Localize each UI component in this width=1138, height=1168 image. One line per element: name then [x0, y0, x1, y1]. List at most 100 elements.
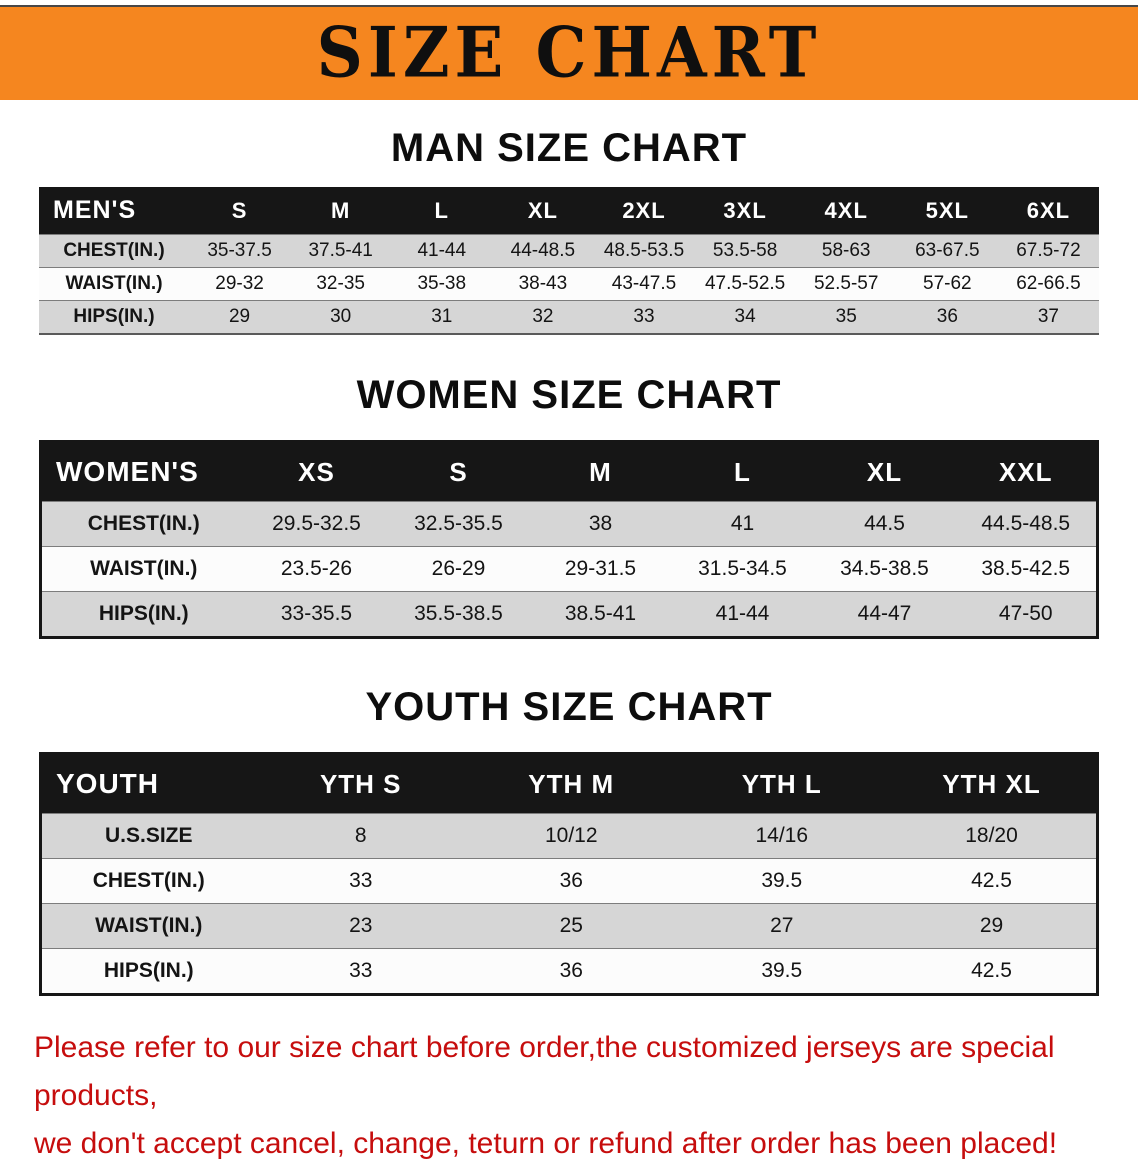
row-label-cell: CHEST(IN.)	[40, 858, 256, 904]
value-cell: 58-63	[795, 234, 897, 268]
row-label-cell: CHEST(IN.)	[39, 234, 189, 268]
women-size-table: WOMEN'S XS S M L XL XXL CHEST(IN.) 29.5-32.5 32.5…	[39, 440, 1099, 639]
disclaimer: Please refer to our size chart before or…	[34, 1024, 1120, 1168]
value-cell: 44.5-48.5	[955, 501, 1098, 547]
value-cell: 38	[529, 501, 672, 547]
table-row: WAIST(IN.) 23 25 27 29	[40, 903, 1098, 949]
value-cell: 29.5-32.5	[245, 501, 388, 547]
value-cell: 33	[255, 858, 466, 904]
value-cell: 34	[694, 300, 796, 334]
value-cell: 25	[466, 903, 677, 949]
value-cell: 29-32	[189, 267, 291, 301]
value-cell: 37.5-41	[290, 234, 392, 268]
value-cell: 42.5	[887, 858, 1098, 904]
table-row: CHEST(IN.) 35-37.5 37.5-41 41-44 44-48.5 48.5…	[39, 234, 1099, 268]
value-cell: 32-35	[290, 267, 392, 301]
value-cell: 39.5	[676, 858, 887, 904]
size-header-cell: YTH XL	[887, 753, 1098, 814]
value-cell: 33-35.5	[245, 591, 388, 638]
size-header-cell: S	[189, 187, 291, 235]
value-cell: 41-44	[391, 234, 493, 268]
value-cell: 52.5-57	[795, 267, 897, 301]
men-section-heading: MAN SIZE CHART	[390, 126, 748, 170]
value-cell: 27	[676, 903, 887, 949]
value-cell: 23.5-26	[245, 546, 388, 592]
value-cell: 37	[997, 300, 1099, 334]
row-label-cell: WAIST(IN.)	[39, 267, 189, 301]
value-cell: 35-37.5	[189, 234, 291, 268]
value-cell: 35	[795, 300, 897, 334]
table-title-cell: MEN'S	[39, 187, 189, 235]
value-cell: 33	[593, 300, 695, 334]
value-cell: 36	[466, 858, 677, 904]
table-title-cell: WOMEN'S	[40, 441, 246, 502]
table-row: WAIST(IN.) 29-32 32-35 35-38 38-43 43-47.5 47.…	[39, 267, 1099, 301]
value-cell: 47.5-52.5	[694, 267, 796, 301]
table-header-row: YOUTH YTH S YTH M YTH L YTH XL	[40, 753, 1098, 814]
value-cell: 35-38	[391, 267, 493, 301]
size-header-cell: 2XL	[593, 187, 695, 235]
value-cell: 30	[290, 300, 392, 334]
size-header-cell: XXL	[955, 441, 1098, 502]
value-cell: 63-67.5	[896, 234, 998, 268]
value-cell: 38-43	[492, 267, 594, 301]
table-row: WAIST(IN.) 23.5-26 26-29 29-31.5 31.5-34.5 34…	[40, 546, 1098, 592]
value-cell: 18/20	[887, 813, 1098, 859]
youth-size-table: YOUTH YTH S YTH M YTH L YTH XL U.S.SIZE 8 10/12…	[39, 752, 1099, 996]
table-header-row: WOMEN'S XS S M L XL XXL	[40, 441, 1098, 502]
size-header-cell: 6XL	[997, 187, 1099, 235]
value-cell: 8	[255, 813, 466, 859]
row-label-cell: WAIST(IN.)	[40, 903, 256, 949]
value-cell: 42.5	[887, 948, 1098, 995]
row-label-cell: HIPS(IN.)	[39, 300, 189, 334]
page-title: SIZE CHART	[316, 13, 822, 94]
table-row: CHEST(IN.) 33 36 39.5 42.5	[40, 858, 1098, 904]
size-header-cell: L	[671, 441, 814, 502]
value-cell: 67.5-72	[997, 234, 1099, 268]
row-label-cell: HIPS(IN.)	[40, 948, 256, 995]
table-title-cell: YOUTH	[40, 753, 256, 814]
value-cell: 48.5-53.5	[593, 234, 695, 268]
value-cell: 33	[255, 948, 466, 995]
size-header-cell: XS	[245, 441, 388, 502]
value-cell: 36	[466, 948, 677, 995]
size-header-cell: M	[529, 441, 672, 502]
value-cell: 36	[896, 300, 998, 334]
disclaimer-line-2: we don't accept cancel, change, teturn o…	[34, 1127, 1058, 1160]
row-label-cell: WAIST(IN.)	[40, 546, 246, 592]
women-section-heading: WOMEN SIZE CHART	[356, 373, 782, 417]
value-cell: 26-29	[387, 546, 530, 592]
value-cell: 39.5	[676, 948, 887, 995]
value-cell: 38.5-41	[529, 591, 672, 638]
value-cell: 44-47	[813, 591, 956, 638]
size-header-cell: S	[387, 441, 530, 502]
value-cell: 32.5-35.5	[387, 501, 530, 547]
size-header-cell: 5XL	[896, 187, 998, 235]
table-row: U.S.SIZE 8 10/12 14/16 18/20	[40, 813, 1098, 859]
value-cell: 57-62	[896, 267, 998, 301]
value-cell: 29-31.5	[529, 546, 672, 592]
size-header-cell: XL	[813, 441, 956, 502]
value-cell: 41-44	[671, 591, 814, 638]
row-label-cell: CHEST(IN.)	[40, 501, 246, 547]
value-cell: 62-66.5	[997, 267, 1099, 301]
table-row: CHEST(IN.) 29.5-32.5 32.5-35.5 38 41 44.5 44.5…	[40, 501, 1098, 547]
value-cell: 38.5-42.5	[955, 546, 1098, 592]
table-header-row: MEN'S S M L XL 2XL 3XL 4XL 5XL 6XL	[39, 187, 1099, 235]
row-label-cell: HIPS(IN.)	[40, 591, 246, 638]
size-header-cell: YTH L	[676, 753, 887, 814]
value-cell: 14/16	[676, 813, 887, 859]
value-cell: 31	[391, 300, 493, 334]
size-header-cell: M	[290, 187, 392, 235]
size-header-cell: 4XL	[795, 187, 897, 235]
value-cell: 32	[492, 300, 594, 334]
youth-section-heading: YOUTH SIZE CHART	[365, 685, 773, 729]
value-cell: 44-48.5	[492, 234, 594, 268]
value-cell: 23	[255, 903, 466, 949]
value-cell: 44.5	[813, 501, 956, 547]
value-cell: 29	[887, 903, 1098, 949]
value-cell: 41	[671, 501, 814, 547]
value-cell: 10/12	[466, 813, 677, 859]
size-header-cell: L	[391, 187, 493, 235]
men-size-table: MEN'S S M L XL 2XL 3XL 4XL 5XL 6XL CHEST(IN.) 35-37…	[39, 187, 1099, 335]
